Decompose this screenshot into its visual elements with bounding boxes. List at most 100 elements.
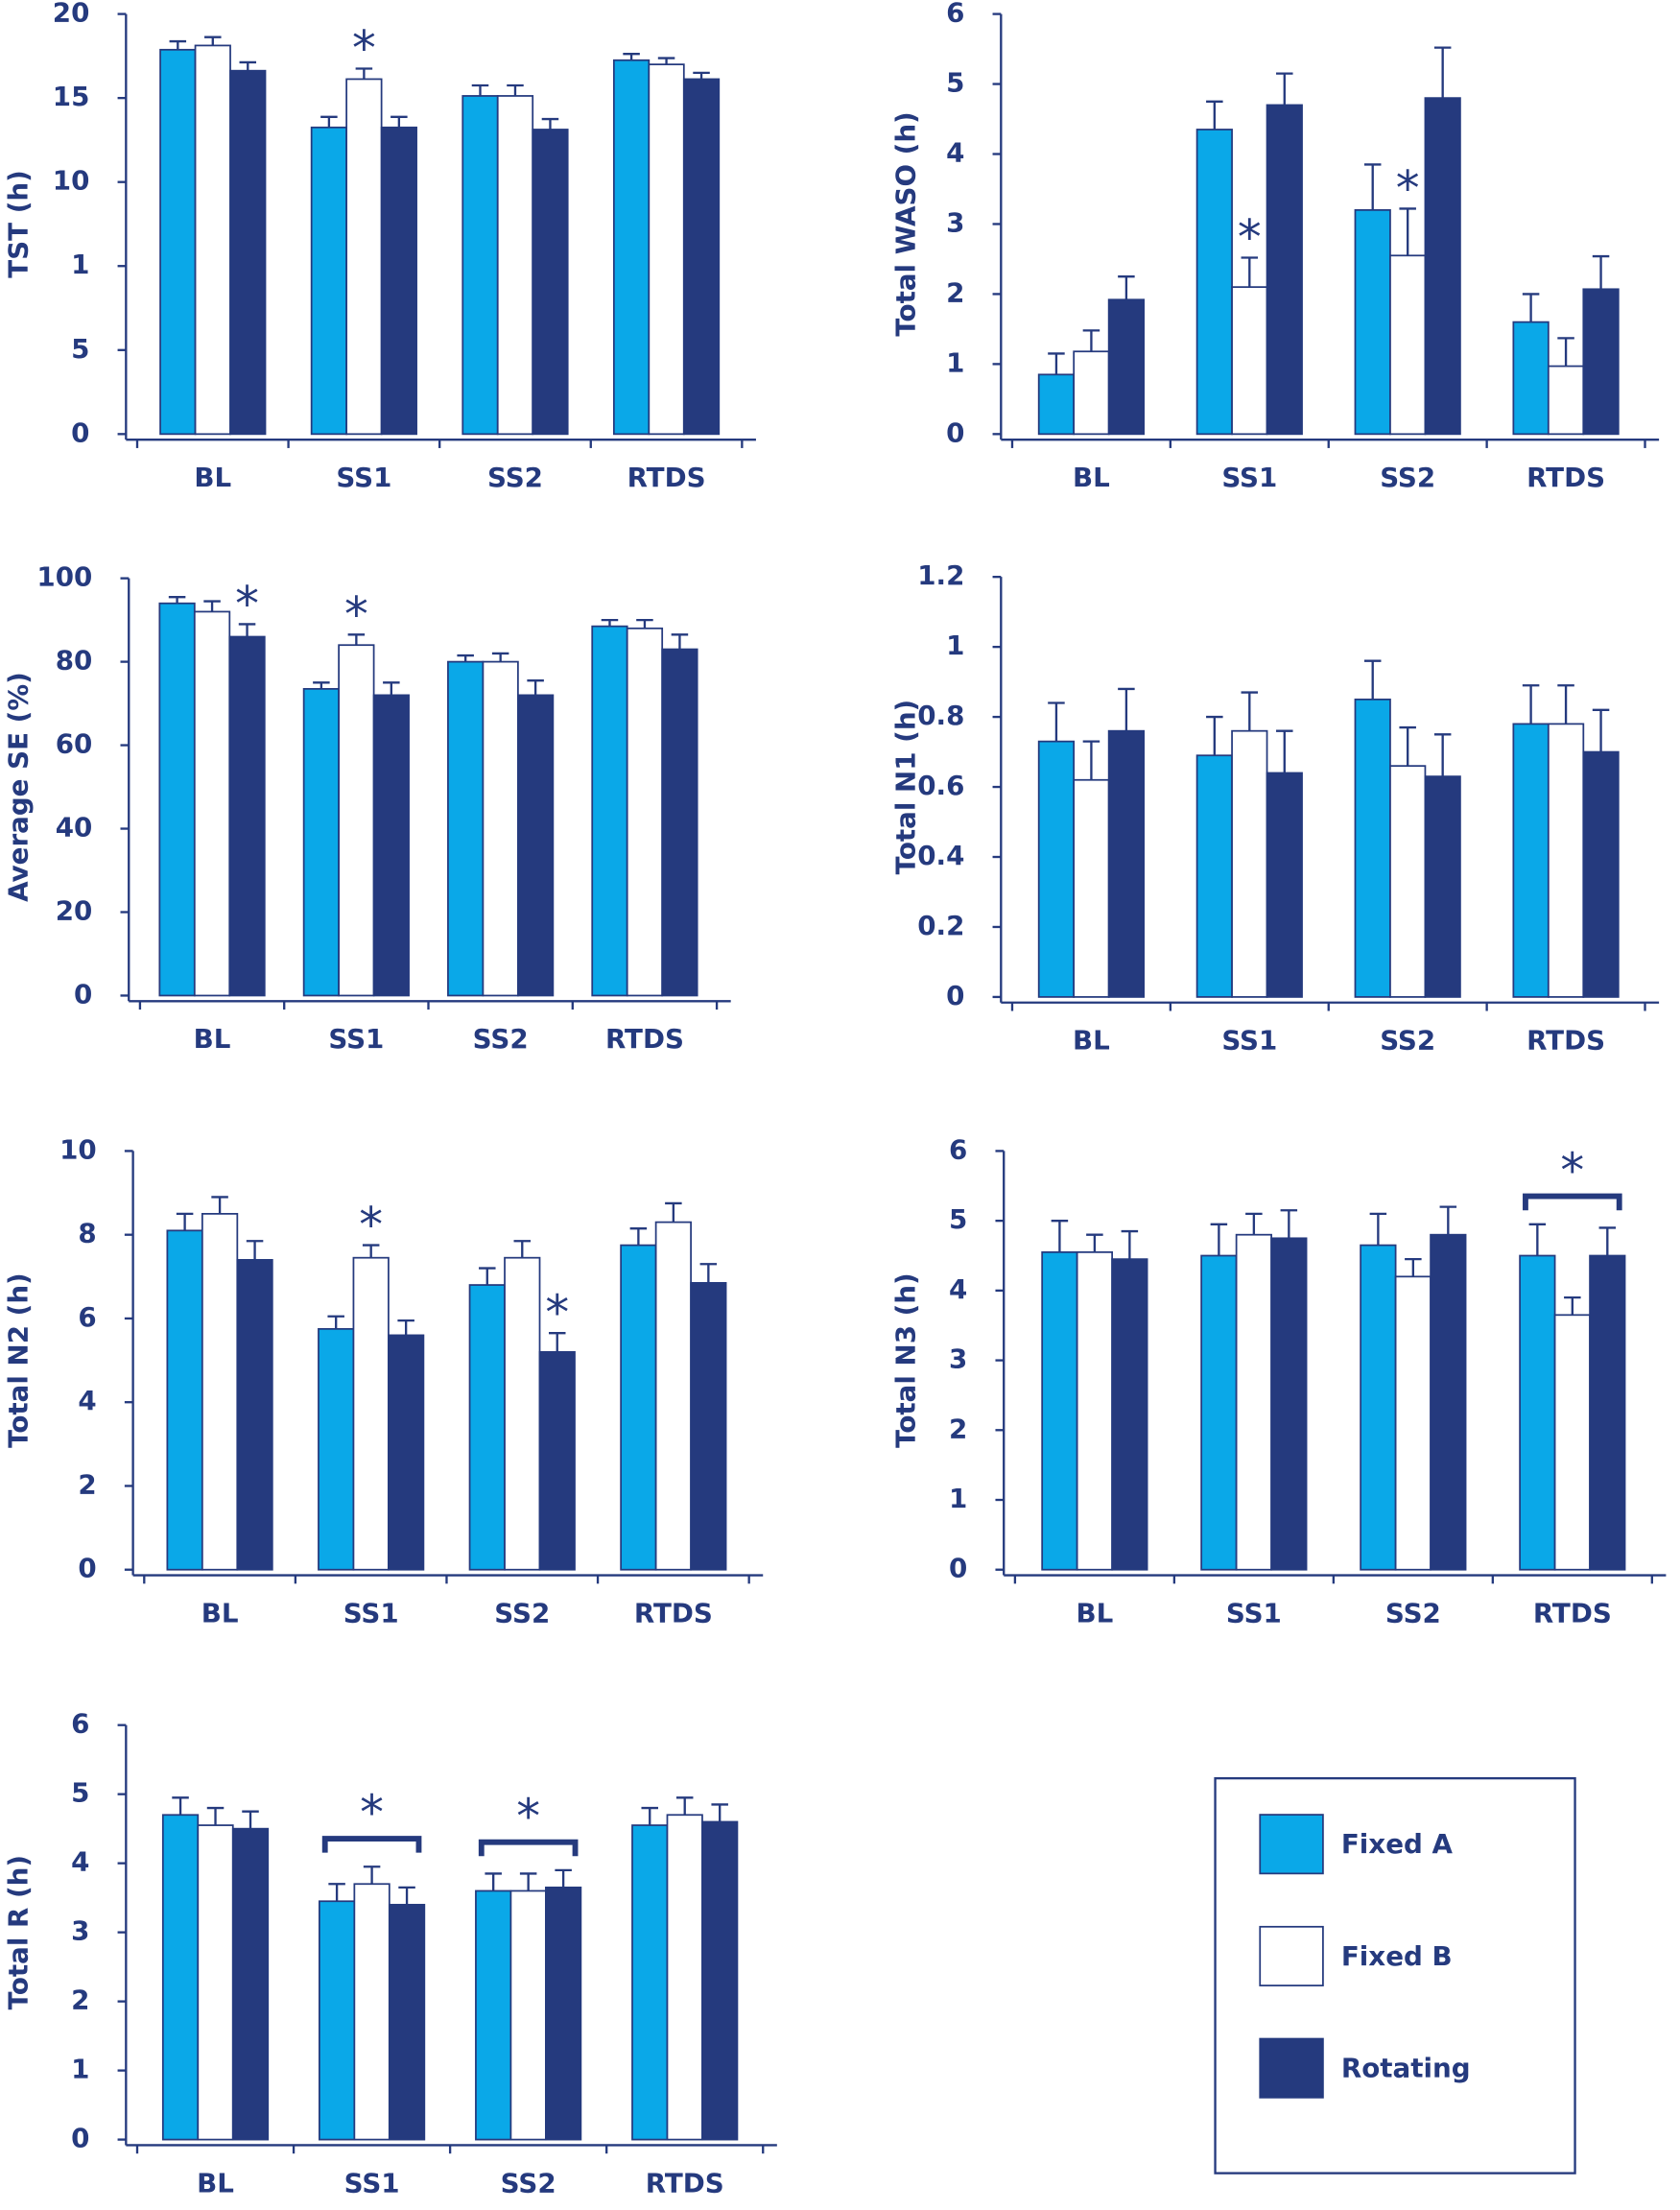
bar bbox=[318, 1900, 356, 2141]
bar bbox=[654, 1221, 692, 1571]
bar bbox=[229, 69, 267, 436]
bar bbox=[197, 1824, 234, 2141]
x-tick-label: SS1 bbox=[1226, 1597, 1282, 1628]
x-tick-label: SS1 bbox=[343, 1597, 399, 1628]
error-bar bbox=[1557, 684, 1574, 725]
bar bbox=[648, 63, 685, 436]
error-bar bbox=[1118, 687, 1135, 731]
significance-marker: * bbox=[1238, 209, 1262, 265]
x-tick-label: BL bbox=[201, 1597, 239, 1628]
bar bbox=[1360, 1244, 1397, 1571]
bar bbox=[231, 1827, 270, 2141]
y-tick-label: 0.8 bbox=[917, 700, 964, 731]
bar bbox=[201, 1213, 239, 1571]
bar bbox=[1073, 778, 1110, 998]
bar bbox=[509, 1889, 547, 2141]
error-bar bbox=[513, 1240, 532, 1258]
bar bbox=[496, 95, 534, 436]
bar bbox=[388, 1334, 425, 1571]
error-bar bbox=[1082, 329, 1100, 352]
error-bar bbox=[1048, 352, 1065, 375]
bar bbox=[318, 1327, 355, 1571]
x-tick-label: SS1 bbox=[1221, 462, 1277, 493]
error-bar bbox=[507, 83, 524, 96]
significance-marker: * bbox=[1396, 160, 1420, 216]
y-tick-label: 1 bbox=[71, 249, 89, 280]
error-bar bbox=[1522, 293, 1540, 322]
bar bbox=[666, 1814, 703, 2141]
error-bar bbox=[176, 1212, 194, 1231]
significance-marker: * bbox=[545, 1285, 569, 1341]
significance-bracket bbox=[1523, 1193, 1622, 1211]
bar bbox=[194, 44, 231, 436]
x-tick-label: SS1 bbox=[1221, 1025, 1277, 1057]
y-tick-label: 1 bbox=[949, 1483, 967, 1514]
error-bar bbox=[1557, 337, 1574, 367]
error-bar bbox=[548, 1332, 566, 1352]
y-tick-label: 6 bbox=[949, 1133, 967, 1165]
legend-swatch bbox=[1259, 1814, 1324, 1875]
bar bbox=[1231, 286, 1268, 436]
bar bbox=[236, 1258, 273, 1571]
x-tick-label: BL bbox=[194, 1023, 231, 1055]
y-tick-label: 0 bbox=[949, 1553, 967, 1584]
bar bbox=[626, 627, 664, 997]
bar bbox=[661, 648, 698, 997]
bar bbox=[1037, 740, 1076, 998]
error-bar bbox=[665, 1201, 682, 1223]
legend-box bbox=[1214, 1776, 1576, 2174]
error-bar bbox=[471, 83, 489, 96]
error-bar bbox=[363, 1865, 381, 1885]
error-bar bbox=[1592, 254, 1610, 290]
error-bar bbox=[203, 600, 221, 612]
bar bbox=[161, 1814, 200, 2141]
y-tick-label: 5 bbox=[71, 333, 89, 365]
bar bbox=[1200, 1254, 1238, 1571]
bar bbox=[504, 1256, 541, 1571]
bar bbox=[1235, 1233, 1272, 1571]
error-bar bbox=[1206, 715, 1223, 756]
bar bbox=[1547, 723, 1585, 998]
bar bbox=[1073, 350, 1110, 436]
bar bbox=[1270, 1237, 1308, 1571]
y-tick-label: 1 bbox=[946, 346, 964, 378]
significance-marker: * bbox=[235, 576, 259, 631]
error-bar bbox=[1206, 100, 1223, 130]
error-bar bbox=[1592, 708, 1610, 752]
y-tick-label: 20 bbox=[53, 0, 90, 29]
bar bbox=[1582, 750, 1620, 998]
error-bar bbox=[362, 1244, 380, 1258]
y-tick-label: 5 bbox=[949, 1203, 967, 1235]
bar bbox=[1037, 373, 1076, 436]
x-tick-label: BL bbox=[1073, 1025, 1110, 1057]
error-bar bbox=[1363, 659, 1382, 700]
x-tick-label: SS1 bbox=[328, 1023, 384, 1055]
bar bbox=[1107, 729, 1146, 998]
error-bar bbox=[397, 1319, 414, 1336]
error-bar bbox=[168, 596, 186, 604]
x-tick-label: SS2 bbox=[473, 1023, 529, 1055]
error-bar bbox=[1363, 163, 1382, 210]
x-tick-label: RTDS bbox=[1526, 1025, 1605, 1057]
error-bar bbox=[1439, 1205, 1457, 1235]
bar bbox=[1389, 254, 1427, 436]
error-bar bbox=[1118, 275, 1135, 300]
bar bbox=[159, 48, 197, 436]
error-bar bbox=[1405, 1257, 1422, 1277]
bar bbox=[447, 660, 485, 997]
bar bbox=[701, 1820, 739, 2141]
error-bar bbox=[1522, 684, 1540, 725]
bar bbox=[1354, 208, 1391, 436]
bar bbox=[1041, 1250, 1078, 1571]
bar bbox=[345, 78, 383, 436]
y-axis-label: Total WASO (h) bbox=[890, 111, 922, 336]
y-tick-label: 15 bbox=[53, 81, 90, 112]
bar bbox=[532, 129, 569, 436]
bar bbox=[545, 1886, 582, 2141]
bar bbox=[1266, 772, 1303, 998]
legend-swatch bbox=[1259, 1925, 1324, 1986]
bar bbox=[620, 1244, 657, 1571]
bar bbox=[591, 625, 628, 997]
error-bar bbox=[1528, 1223, 1547, 1256]
error-bar bbox=[1280, 1209, 1298, 1239]
